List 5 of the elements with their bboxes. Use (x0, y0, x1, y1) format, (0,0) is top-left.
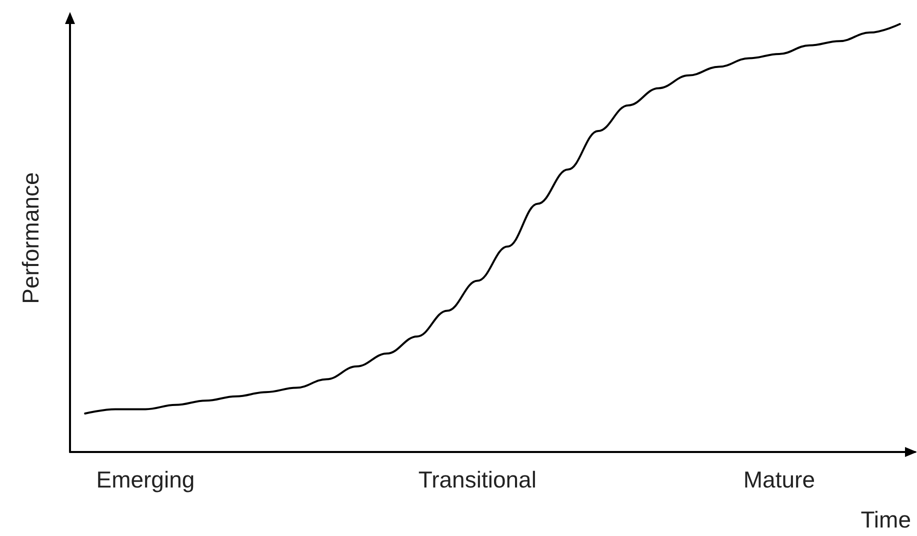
x-tick-label: Transitional (418, 466, 536, 492)
x-axis-title: Time (860, 506, 911, 532)
x-tick-label: Emerging (96, 466, 195, 492)
x-tick-label: Mature (743, 466, 815, 492)
y-axis-title: Performance (18, 172, 44, 304)
